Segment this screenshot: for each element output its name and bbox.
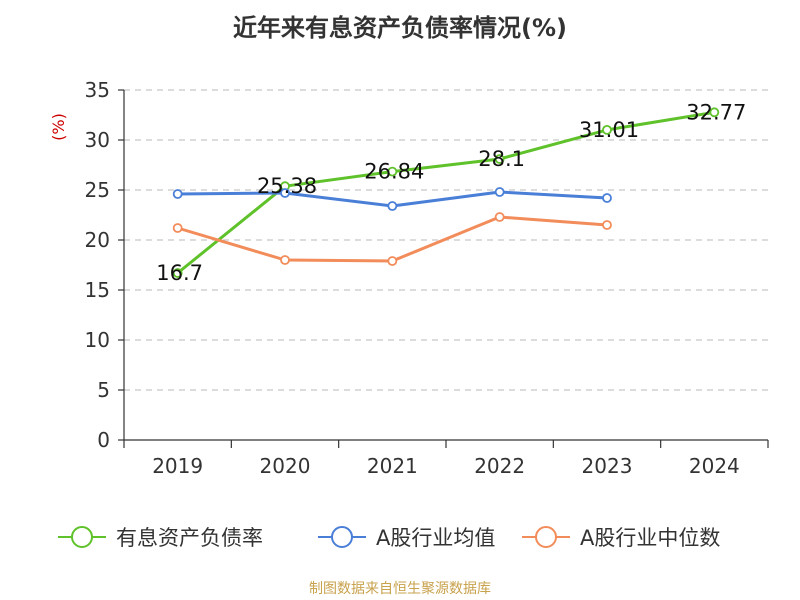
data-point: [494, 187, 505, 197]
x-tick-label: 2021: [367, 454, 418, 478]
x-tick-label: 2020: [260, 454, 311, 478]
data-point: [602, 220, 612, 230]
x-tick-label: 2023: [582, 454, 633, 478]
legend-item[interactable]: 有息资产负债率: [58, 526, 263, 550]
series-line: [177, 215, 608, 263]
y-tick-label: 35: [85, 78, 110, 102]
data-label: 31.01: [579, 118, 639, 142]
data-point: [172, 189, 183, 199]
legend-label: A股行业均值: [376, 526, 495, 550]
data-label: 32.77: [686, 100, 746, 124]
data-point: [494, 212, 505, 222]
y-tick-label: 15: [85, 278, 110, 302]
y-tick-label: 20: [85, 228, 110, 252]
legend-label: A股行业中位数: [580, 526, 720, 550]
data-point: [494, 154, 505, 164]
data-point: [602, 124, 612, 135]
data-label: 16.7: [156, 261, 203, 285]
data-point: [280, 188, 290, 198]
y-tick-label: 25: [85, 178, 110, 202]
legend-marker: [71, 526, 93, 548]
legend-item[interactable]: A股行业均值: [318, 526, 495, 550]
data-label: 26.84: [364, 160, 424, 184]
series: [172, 107, 720, 278]
x-tick-label: 2022: [474, 454, 525, 478]
series-line: [176, 110, 715, 275]
legend-marker: [535, 526, 557, 548]
legend-item[interactable]: A股行业中位数: [522, 526, 720, 550]
y-tick-label: 10: [85, 328, 110, 352]
data-point: [387, 166, 398, 177]
data-point: [709, 107, 720, 118]
data-point: [602, 193, 612, 203]
legend-marker: [331, 526, 353, 548]
y-tick-label: 30: [85, 128, 110, 152]
data-point: [172, 268, 183, 278]
legend-label: 有息资产负债率: [116, 526, 263, 550]
legend: 有息资产负债率 A股行业均值 A股行业中位数: [58, 526, 720, 550]
x-tick-label: 2019: [152, 454, 203, 478]
y-tick-label: 5: [97, 378, 110, 402]
chart-title: 近年来有息资产负债率情况(%): [233, 14, 567, 42]
axes: 0 5 10 15 20 25 30 35 2019 2020 2021 2022 2023 2024: [85, 78, 769, 478]
data-point: [387, 256, 398, 266]
x-tick-label: 2024: [689, 454, 740, 478]
data-labels: 16.7 25.38 26.84 28.1 31.01 32.77: [156, 100, 746, 285]
y-tick-label: 0: [97, 428, 110, 452]
data-point: [280, 255, 290, 265]
y-axis-label: (%): [49, 113, 68, 141]
data-point: [387, 201, 398, 211]
data-label: 28.1: [478, 147, 525, 171]
data-label: 25.38: [257, 174, 317, 198]
source-footer: 制图数据来自恒生聚源数据库: [309, 581, 491, 597]
data-point: [172, 223, 183, 233]
